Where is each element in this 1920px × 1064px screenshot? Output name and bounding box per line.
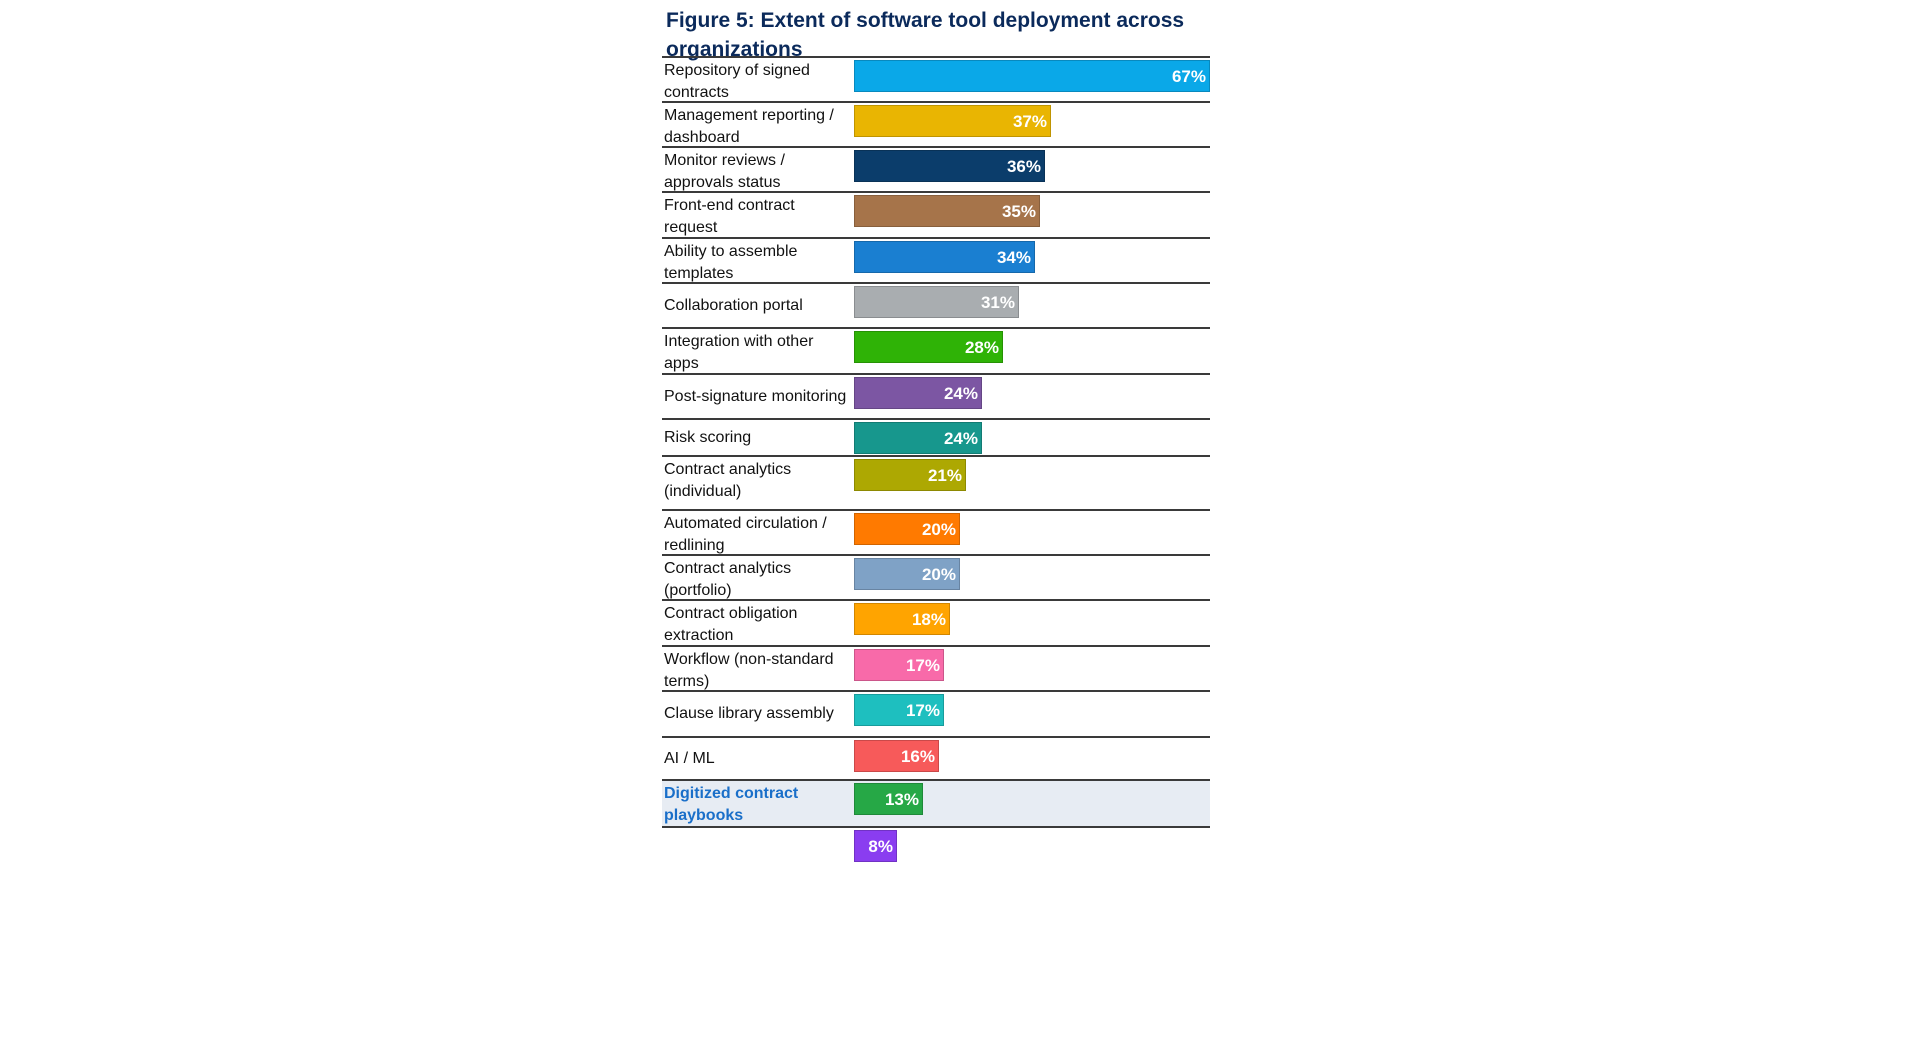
bar-value-label: 8%: [868, 837, 893, 856]
bar: 31%: [854, 286, 1019, 318]
category-label: Digitized contract playbooks: [664, 785, 799, 824]
category-label: Automated circulation / redlining: [664, 515, 827, 554]
category-label: Clause library assembly: [664, 705, 834, 722]
bar: 34%: [854, 241, 1035, 273]
category-label: Integration with other apps: [664, 333, 814, 372]
category-label: Ability to assemble templates: [664, 243, 798, 282]
chart-row: Ability to assemble templates 34%: [662, 237, 1210, 282]
bar-value-label: 24%: [943, 384, 978, 403]
bar: 28%: [854, 331, 1003, 363]
category-label: Contract analytics (portfolio): [664, 560, 792, 599]
bar: 17%: [854, 694, 944, 726]
category-label: Post-signature monitoring: [664, 387, 847, 405]
category-label: Front-end contract request: [664, 197, 795, 236]
bar: 20%: [854, 558, 960, 590]
chart-row: AI / ML 16%: [662, 736, 1210, 779]
chart-row: Management reporting / dashboard 37%: [662, 101, 1210, 146]
bar: 21%: [854, 459, 966, 491]
bar-value-label: 35%: [1001, 202, 1036, 221]
chart-row: Post-signature monitoring 24%: [662, 373, 1210, 418]
bar-value-label: 67%: [1171, 67, 1206, 86]
chart-row: Front-end contract request 35%: [662, 191, 1210, 237]
bar-value-label: 13%: [884, 790, 919, 809]
bar: 67%: [854, 60, 1210, 92]
bar-value-label: 17%: [905, 701, 940, 720]
chart-row: Contract analytics (individual) 21%: [662, 455, 1210, 509]
bar-value-label: 28%: [964, 338, 999, 357]
bar-value-label: 18%: [911, 610, 946, 629]
chart-row: 8%: [662, 826, 1210, 1064]
category-label: Repository of signed contracts: [664, 62, 810, 101]
category-label: Management reporting / dashboard: [664, 107, 834, 146]
bar-value-label: 36%: [1006, 157, 1041, 176]
bar: 24%: [854, 377, 982, 409]
bar-value-label: 17%: [905, 656, 940, 675]
chart-title: Figure 5: Extent of software tool deploy…: [666, 9, 1185, 61]
bar-value-label: 20%: [921, 520, 956, 539]
category-label: Contract obligation extraction: [664, 605, 798, 644]
category-label: Workflow (non-standard terms): [664, 651, 834, 690]
chart-row: Workflow (non-standard terms) 17%: [662, 645, 1210, 690]
bar: 20%: [854, 513, 960, 545]
bar-value-label: 31%: [980, 293, 1015, 312]
chart-row: Repository of signed contracts 67%: [662, 56, 1210, 101]
bar: 18%: [854, 603, 950, 635]
category-label: AI / ML: [664, 749, 715, 767]
bar-value-label: 37%: [1012, 112, 1047, 131]
bar-value-label: 21%: [927, 466, 962, 485]
chart-row: Digitized contract playbooks 13%: [662, 779, 1210, 826]
chart-row: Monitor reviews / approvals status 36%: [662, 146, 1210, 191]
chart-row: Contract obligation extraction 18%: [662, 599, 1210, 645]
bar: 13%: [854, 783, 923, 815]
chart-row: Risk scoring 24%: [662, 418, 1210, 455]
bar: 24%: [854, 422, 982, 454]
bar-value-label: 16%: [900, 747, 935, 766]
chart-figure: Figure 5: Extent of software tool deploy…: [662, 9, 1210, 862]
chart-row: Integration with other apps 28%: [662, 327, 1210, 373]
category-label: Risk scoring: [664, 428, 752, 446]
bar: 36%: [854, 150, 1045, 182]
chart-row: Contract analytics (portfolio) 20%: [662, 554, 1210, 599]
bar-value-label: 24%: [943, 429, 978, 448]
category-label: Monitor reviews / approvals status: [664, 152, 785, 191]
chart-row: Automated circulation / redlining 20%: [662, 509, 1210, 554]
bar: 17%: [854, 649, 944, 681]
bar: 16%: [854, 740, 939, 772]
category-label: Collaboration portal: [664, 296, 803, 314]
bar-value-label: 20%: [921, 565, 956, 584]
bar: 8%: [854, 830, 897, 862]
bar: 37%: [854, 105, 1051, 137]
chart-row: Clause library assembly 17%: [662, 690, 1210, 736]
bar: 35%: [854, 195, 1040, 227]
category-label: Contract analytics (individual): [664, 461, 792, 500]
bar-value-label: 34%: [996, 248, 1031, 267]
chart-row: Collaboration portal 31%: [662, 282, 1210, 327]
